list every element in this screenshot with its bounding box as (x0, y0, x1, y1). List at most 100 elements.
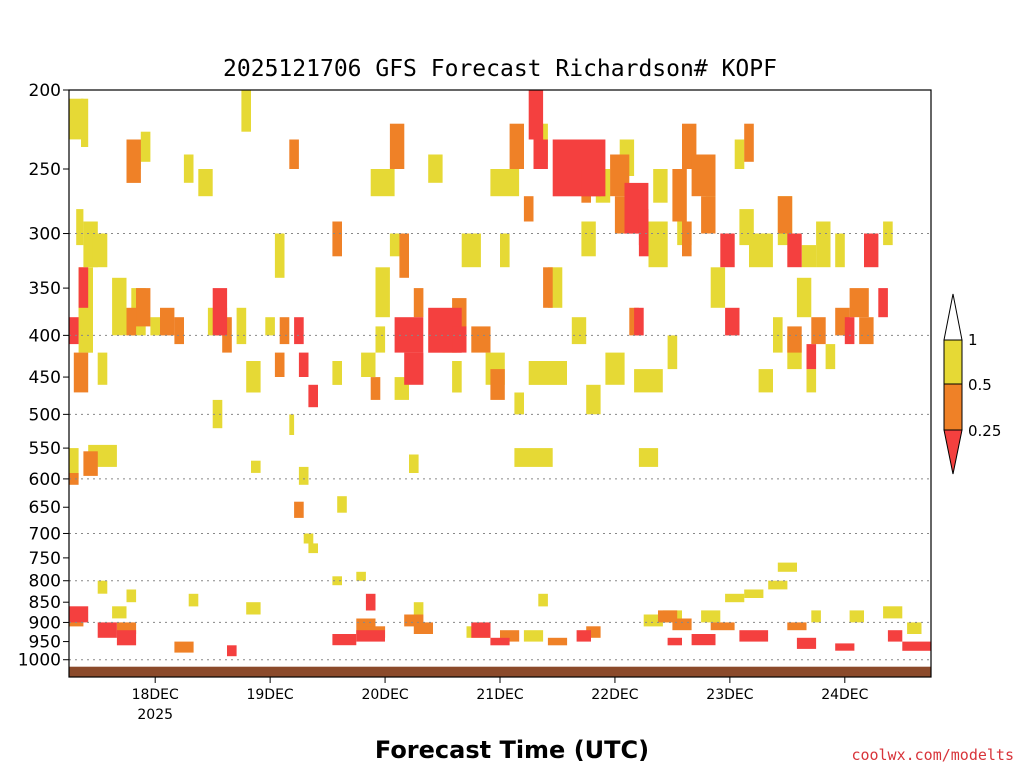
cell-orange-54 (174, 641, 194, 653)
cell-red-20 (294, 317, 304, 345)
cell-yellow-47 (514, 448, 553, 467)
cell-orange-3 (126, 139, 141, 183)
cell-red-26 (97, 622, 117, 638)
xtick-year-label: 2025 (137, 707, 173, 723)
legend-label-1: 0.5 (968, 376, 992, 394)
cell-yellow-38 (428, 154, 443, 183)
cell-yellow-92 (744, 589, 764, 598)
cell-yellow-74 (816, 221, 831, 268)
cell-yellow-81 (126, 589, 137, 603)
cell-yellow-6 (112, 277, 127, 336)
cell-orange-7 (174, 317, 184, 345)
cell-yellow-43 (490, 169, 520, 197)
cell-yellow-55 (605, 352, 625, 385)
xtick-label-1: 19DEC (246, 687, 293, 703)
cell-orange-34 (744, 123, 754, 162)
cell-yellow-15 (183, 154, 194, 183)
cell-red-12 (806, 344, 817, 370)
cell-orange-36 (787, 326, 802, 353)
cell-red-14 (634, 307, 644, 336)
legend-swatch-orange (943, 383, 963, 431)
cell-yellow-87 (538, 593, 548, 607)
cell-red-1 (533, 139, 548, 169)
cell-red-16 (404, 352, 424, 385)
cell-yellow-82 (188, 593, 199, 607)
series-surface (69, 666, 931, 677)
series-orange (69, 123, 874, 653)
series-yellow (69, 90, 922, 642)
cell-orange-23 (523, 196, 534, 222)
cell-red-32 (471, 622, 491, 638)
cell-red-33 (490, 637, 510, 646)
cell-yellow-59 (653, 169, 668, 203)
x-axis: 18DEC 19DEC 20DEC 21DEC 22DEC 23DEC 24DEC 2025 (132, 677, 869, 723)
legend-swatch-red (943, 429, 963, 475)
cell-red-9 (720, 233, 735, 268)
y-axis: 200 250 300 350 400 450 500 550 600 650 700 750 8008… (18, 81, 69, 671)
cell-orange-40 (859, 317, 874, 345)
ytick-label-800: 800 (29, 572, 61, 592)
cell-yellow-23 (265, 317, 275, 336)
cell-yellow-40 (452, 361, 462, 393)
cell-red-35 (739, 630, 769, 642)
cell-orange-32 (682, 221, 692, 257)
cell-orange-0 (73, 352, 89, 393)
cell-red-5 (638, 209, 649, 246)
cell-red-24 (69, 317, 79, 345)
cell-orange-21 (509, 123, 524, 169)
cell-yellow-24 (274, 233, 285, 278)
cell-yellow-72 (801, 245, 817, 268)
cell-orange-16 (399, 233, 409, 278)
cell-red-10 (844, 317, 855, 345)
cell-yellow-8 (150, 317, 160, 336)
cell-yellow-91 (725, 593, 745, 603)
cell-orange-12 (294, 501, 304, 518)
ytick-label-1000: 1000 (18, 651, 61, 671)
ytick-label-500: 500 (29, 405, 61, 425)
cell-orange-44 (404, 614, 424, 627)
cell-yellow-20 (246, 361, 261, 393)
cell-red-28 (227, 645, 237, 657)
cell-yellow-1 (81, 98, 89, 147)
cell-yellow-11 (69, 448, 79, 479)
cell-red-27 (116, 630, 137, 646)
cell-yellow-4 (92, 233, 108, 268)
cell-orange-11 (289, 139, 299, 169)
cell-yellow-29 (332, 361, 342, 385)
cell-yellow-21 (251, 460, 261, 473)
chart-title: 2025121706 GFS Forecast Richardson# KOPF (223, 56, 777, 82)
cell-orange-10 (279, 317, 290, 345)
ytick-label-250: 250 (29, 160, 61, 180)
cell-yellow-51 (571, 317, 587, 345)
cell-yellow-97 (883, 606, 903, 619)
ytick-label-300: 300 (29, 225, 61, 245)
cell-orange-24 (543, 267, 553, 308)
cell-orange-6 (160, 307, 175, 336)
cell-yellow-9 (78, 307, 93, 353)
cell-orange-30 (691, 154, 716, 197)
cell-yellow-25 (289, 414, 295, 435)
cell-orange-5 (126, 307, 137, 336)
cell-red-36 (691, 634, 716, 646)
cell-red-22 (308, 384, 318, 408)
cell-yellow-80 (112, 606, 127, 619)
cell-yellow-56 (634, 369, 663, 393)
cell-orange-47 (547, 637, 568, 646)
cell-orange-1 (83, 451, 98, 476)
cell-orange-52 (116, 622, 137, 634)
ytick-label-350: 350 (29, 279, 61, 299)
cell-orange-19 (471, 326, 491, 353)
cell-red-19 (212, 288, 228, 336)
ytick-label-600: 600 (29, 470, 61, 490)
cell-orange-31 (672, 169, 687, 222)
cell-red-25 (69, 606, 89, 623)
ytick-label-950: 950 (29, 633, 61, 653)
cell-yellow-66 (749, 233, 773, 268)
cell-yellow-34 (375, 267, 390, 318)
cell-orange-39 (849, 288, 869, 318)
credit-text[interactable]: coolwx.com/modelts (851, 746, 1014, 764)
cell-red-34 (576, 630, 591, 642)
xtick-label-2: 20DEC (361, 687, 408, 703)
cell-orange-15 (389, 123, 405, 169)
cell-surface-0 (69, 666, 931, 677)
